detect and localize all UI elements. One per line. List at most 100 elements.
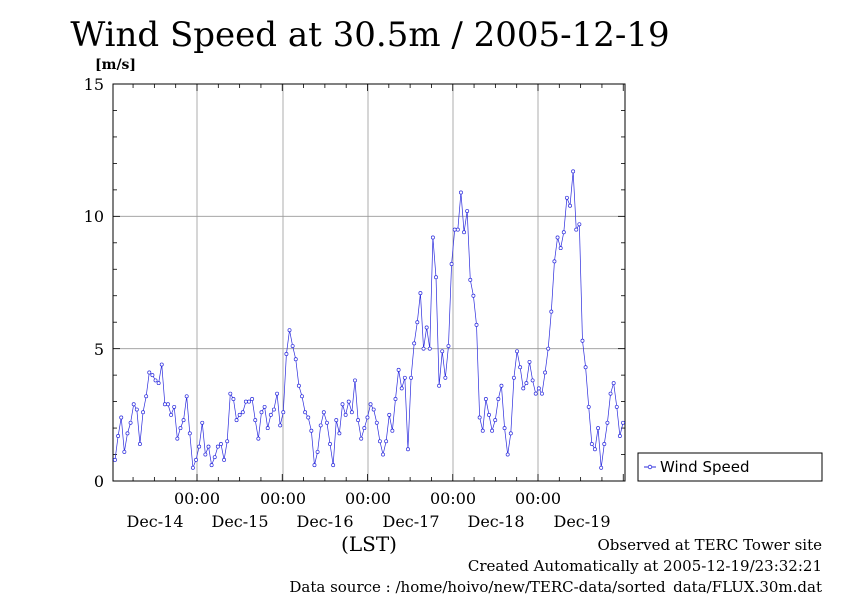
data-point xyxy=(169,412,174,417)
data-point xyxy=(278,423,283,428)
data-point xyxy=(381,452,385,457)
data-point xyxy=(225,439,230,444)
data-point xyxy=(596,426,601,431)
grid-lines xyxy=(113,84,625,481)
data-point xyxy=(424,325,429,330)
y-tick-label: 15 xyxy=(84,75,104,94)
data-point xyxy=(265,426,270,431)
data-point xyxy=(231,397,236,401)
data-point xyxy=(362,426,367,431)
data-point xyxy=(240,410,245,415)
data-point xyxy=(150,373,155,378)
y-tick-label: 10 xyxy=(84,207,104,226)
data-point xyxy=(166,402,170,407)
data-point xyxy=(318,423,323,428)
x-axis-date-labels: Dec-14 Dec-15 Dec-16 Dec-17 Dec-18 Dec-1… xyxy=(126,512,610,531)
data-point xyxy=(175,436,180,441)
x-date-label: Dec-17 xyxy=(382,512,439,531)
x-date-label: Dec-14 xyxy=(126,512,183,531)
data-point xyxy=(275,391,280,396)
data-point xyxy=(421,346,426,351)
data-point xyxy=(134,407,139,412)
y-axis-unit-label: [m/s] xyxy=(95,57,136,73)
data-point xyxy=(387,412,392,417)
data-point xyxy=(334,418,339,423)
data-point xyxy=(434,275,438,280)
data-point xyxy=(321,410,326,415)
data-point xyxy=(455,227,460,232)
axis-ticks xyxy=(113,83,625,482)
data-point xyxy=(393,397,398,401)
data-point xyxy=(593,447,597,452)
plot-frame xyxy=(112,83,626,482)
data-point xyxy=(377,439,382,444)
x-axis-time-labels: 00:00 00:00 00:00 00:00 00:00 xyxy=(174,489,561,508)
data-point xyxy=(483,397,488,401)
data-point xyxy=(172,404,177,409)
data-point xyxy=(178,426,183,431)
data-point xyxy=(374,420,379,425)
data-point xyxy=(412,341,417,346)
data-point xyxy=(284,352,289,356)
data-point xyxy=(113,457,117,462)
data-point xyxy=(206,444,211,449)
data-point xyxy=(521,386,526,391)
data-point xyxy=(219,442,223,446)
data-point xyxy=(568,203,572,208)
data-point xyxy=(583,365,588,370)
legend-marker-swatch xyxy=(647,464,653,470)
x-date-label: Dec-19 xyxy=(553,512,610,531)
data-point xyxy=(147,370,152,375)
data-point xyxy=(331,463,336,468)
data-point xyxy=(137,442,142,446)
series-wind-speed xyxy=(113,169,625,470)
data-point xyxy=(353,378,357,383)
data-point xyxy=(243,399,248,404)
data-point xyxy=(343,412,348,417)
data-point xyxy=(589,442,594,446)
data-point xyxy=(505,452,510,457)
data-point xyxy=(468,277,473,282)
data-point xyxy=(571,169,576,174)
chart-title: Wind Speed at 30.5m / 2005-12-19 xyxy=(70,15,669,55)
data-point xyxy=(617,434,622,438)
data-point xyxy=(511,375,516,380)
data-point xyxy=(181,418,186,423)
data-point xyxy=(309,428,314,433)
data-point xyxy=(215,444,220,449)
data-point xyxy=(462,230,467,235)
data-point xyxy=(340,402,345,407)
x-date-label: Dec-16 xyxy=(296,512,353,531)
data-point xyxy=(116,434,121,438)
data-point xyxy=(533,391,538,396)
data-point xyxy=(296,383,301,388)
data-point xyxy=(430,235,435,240)
data-point xyxy=(399,386,404,391)
data-point xyxy=(212,455,217,460)
data-point xyxy=(159,362,164,367)
data-point xyxy=(564,195,569,200)
data-point xyxy=(300,394,304,399)
data-point xyxy=(303,410,308,415)
data-point xyxy=(477,415,482,420)
data-point xyxy=(197,444,202,449)
data-point xyxy=(427,346,432,351)
data-point xyxy=(549,309,554,314)
data-point xyxy=(437,383,442,388)
data-point xyxy=(368,402,373,407)
data-point xyxy=(402,375,407,380)
data-point xyxy=(128,420,133,425)
footer-site-text: Observed at TERC Tower site xyxy=(597,536,822,554)
data-point xyxy=(262,404,267,409)
x-tick-time-label: 00:00 xyxy=(174,489,220,508)
data-point xyxy=(605,420,610,425)
data-point xyxy=(561,230,566,235)
data-point xyxy=(247,399,251,404)
x-tick-time-label: 00:00 xyxy=(430,489,476,508)
data-point xyxy=(328,442,332,446)
data-point xyxy=(502,426,507,431)
data-point xyxy=(365,415,370,420)
footer-created-text: Created Automatically at 2005-12-19/23:3… xyxy=(468,557,822,575)
data-point xyxy=(125,431,130,436)
